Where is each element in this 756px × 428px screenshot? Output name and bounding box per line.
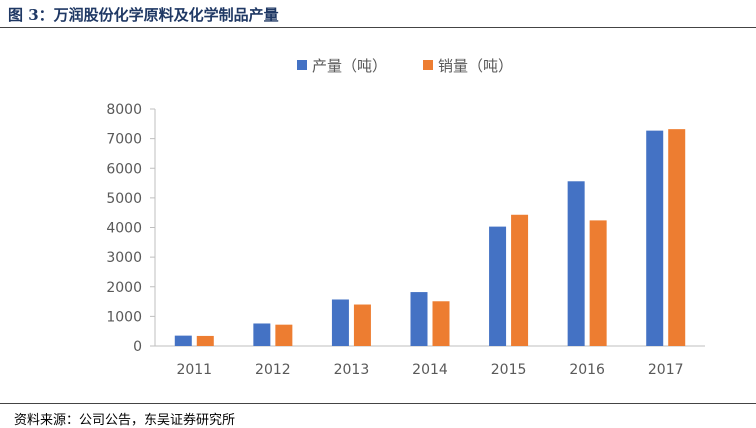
bar-sales (668, 129, 686, 346)
bar-production (174, 335, 192, 346)
x-tick-label: 2015 (491, 362, 527, 378)
bottom-divider (0, 403, 756, 404)
figure-title: 图 3：万润股份化学原料及化学制品产量 (8, 6, 279, 24)
x-tick-label: 2011 (176, 362, 212, 378)
bar-production (489, 226, 507, 346)
bar-production (253, 323, 271, 346)
bar-sales (432, 301, 450, 346)
x-tick-label: 2014 (412, 362, 448, 378)
y-tick-label: 4000 (106, 221, 142, 237)
top-divider (0, 27, 756, 28)
y-tick-label: 5000 (106, 191, 142, 207)
x-tick-label: 2017 (648, 362, 684, 378)
bar-production (646, 130, 664, 346)
bar-sales (275, 324, 293, 346)
x-tick-label: 2013 (334, 362, 370, 378)
y-tick-label: 8000 (106, 102, 142, 118)
bar-sales (511, 214, 529, 346)
bar-production (410, 292, 428, 346)
legend-label-production: 产量（吨） (312, 57, 387, 75)
legend-label-sales: 销量（吨） (438, 57, 513, 75)
source-note: 资料来源：公司公告，东吴证券研究所 (14, 413, 236, 428)
x-tick-label: 2012 (255, 362, 291, 378)
bar-chart: 0 1000 2000 3000 4000 5000 6000 7000 8000 2011 201… (106, 57, 705, 378)
bar-sales (196, 335, 214, 346)
y-tick-label: 1000 (106, 309, 142, 325)
bar-sales (589, 220, 607, 346)
y-tick-label: 0 (133, 339, 142, 355)
legend-swatch-production (297, 60, 307, 70)
bar-production (567, 181, 585, 346)
y-tick-label: 3000 (106, 250, 142, 266)
legend-swatch-sales (423, 60, 433, 70)
y-tick-label: 7000 (106, 132, 142, 148)
bar-production (331, 299, 349, 346)
bar-sales (353, 304, 371, 346)
y-tick-label: 6000 (106, 161, 142, 177)
x-tick-label: 2016 (569, 362, 605, 378)
y-tick-label: 2000 (106, 280, 142, 296)
